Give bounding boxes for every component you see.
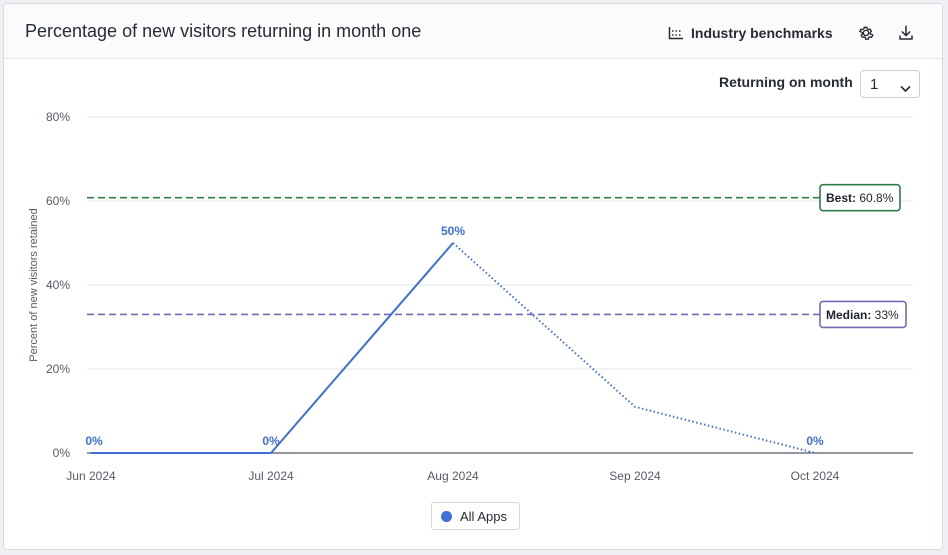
y-tick-label: 20% [46,362,70,376]
median-label: Median: 33% [826,308,899,322]
data-label: 50% [441,224,465,238]
x-tick-label: Jul 2024 [248,469,294,483]
legend-label: All Apps [460,508,507,524]
series-line-projected [452,242,816,454]
x-tick-label: Aug 2024 [427,469,479,483]
y-tick-label: 40% [46,278,70,292]
y-tick-label: 80% [46,110,70,124]
gear-icon [857,24,875,42]
x-tick-label: Sep 2024 [609,469,661,483]
median-label-box [819,300,907,329]
chart-title: Percentage of new visitors returning in … [25,21,422,41]
chevron-down-icon [900,80,911,98]
x-tick-label: Oct 2024 [791,469,840,483]
y-tick-label: 0% [53,446,71,460]
legend-swatch [441,510,452,522]
industry-benchmarks-button[interactable]: Industry benchmarks [668,22,833,44]
returning-on-month-label: Returning on month [719,74,853,90]
download-button[interactable] [895,22,917,44]
data-label: 0% [262,434,280,448]
data-label: 0% [806,434,824,448]
y-axis-label: Percent of new visitors retained [28,208,40,361]
y-tick-label: 60% [46,194,70,208]
x-tick-label: Jun 2024 [66,469,116,483]
returning-month-value: 1 [870,76,879,93]
industry-benchmarks-label: Industry benchmarks [691,25,833,41]
data-label: 0% [85,434,103,448]
download-icon [897,24,915,42]
returning-month-select[interactable]: 1 [860,70,920,98]
settings-button[interactable] [855,22,877,44]
legend-item-all-apps[interactable]: All Apps [431,502,520,530]
chart-card: Percentage of new visitors returning in … [3,3,943,550]
best-label-box [819,183,901,212]
card-header: Percentage of new visitors returning in … [4,4,942,59]
best-label: Best: 60.8% [826,191,894,205]
series-line-solid [91,242,454,454]
benchmark-chart-icon [668,26,684,40]
